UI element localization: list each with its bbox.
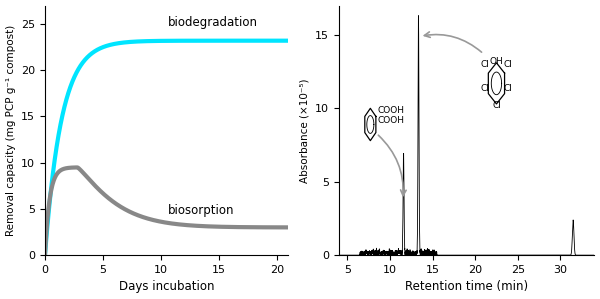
Y-axis label: Removal capacity (mg PCP g⁻¹ compost): Removal capacity (mg PCP g⁻¹ compost) (5, 25, 16, 236)
Text: Cl: Cl (503, 84, 512, 93)
Text: biodegradation: biodegradation (168, 16, 258, 29)
Text: biosorption: biosorption (168, 204, 235, 216)
Text: Cl: Cl (481, 84, 490, 93)
Text: OH: OH (490, 57, 503, 66)
Text: COOH: COOH (377, 106, 404, 115)
Text: Cl: Cl (503, 60, 512, 69)
X-axis label: Days incubation: Days incubation (119, 280, 214, 293)
Text: Cl: Cl (481, 60, 490, 69)
X-axis label: Retention time (min): Retention time (min) (405, 280, 528, 293)
Text: COOH: COOH (377, 116, 404, 125)
Y-axis label: Absorbance (×10⁻⁵): Absorbance (×10⁻⁵) (299, 78, 310, 183)
Text: Cl: Cl (492, 101, 501, 110)
